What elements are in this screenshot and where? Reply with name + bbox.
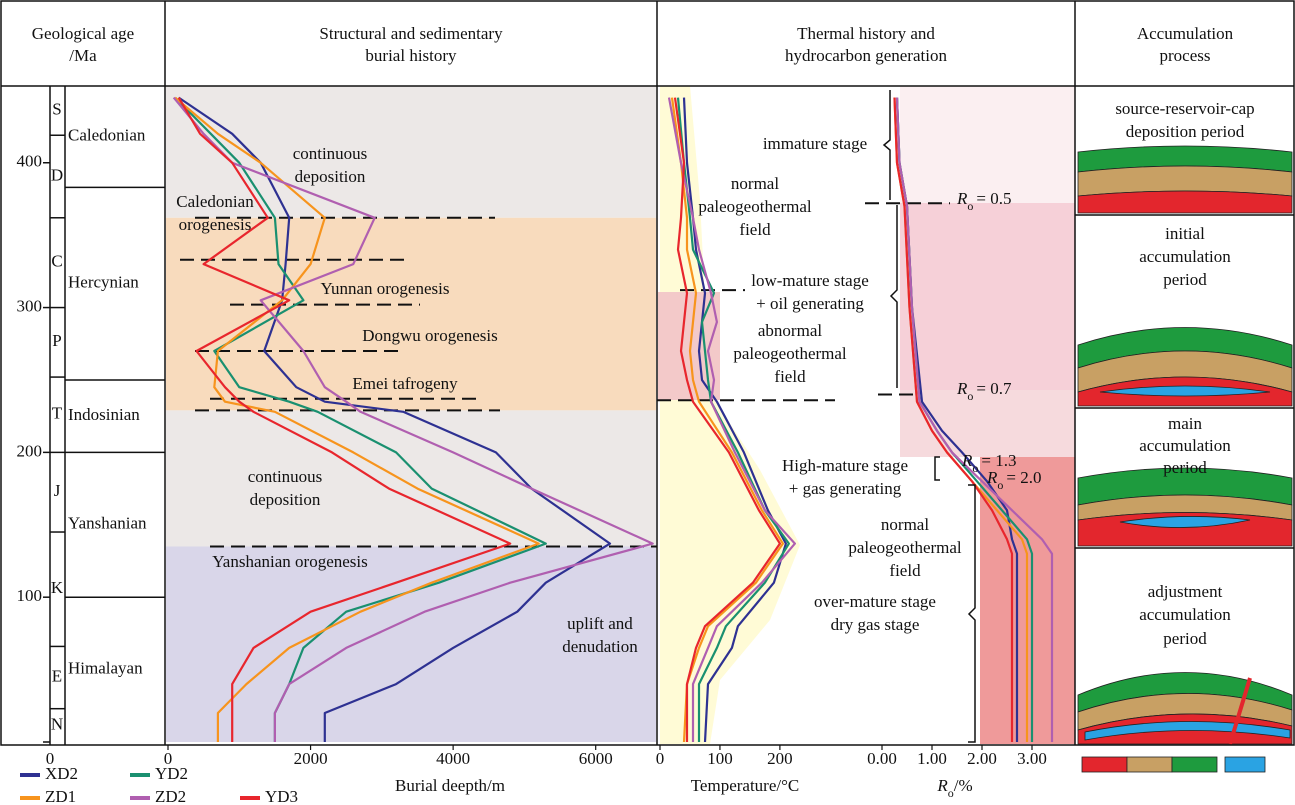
annotation: normal: [731, 174, 779, 193]
x-axis-label: Burial deepth/m: [395, 776, 505, 795]
figure: S D C P T J K E N Caledonian Hercynian Indosinian Ya…: [0, 0, 1295, 805]
period-label: T: [52, 404, 63, 423]
x-tick-label: 3.00: [1017, 749, 1047, 768]
panel-text: main: [1168, 414, 1202, 433]
legend-label: YD3: [265, 787, 298, 805]
panel-text: initial: [1165, 224, 1205, 243]
annotation: High-mature stage: [782, 456, 908, 475]
annotation: denudation: [562, 637, 638, 656]
panel-text: period: [1163, 458, 1207, 477]
header-text: Thermal history and: [797, 24, 935, 43]
header-text: burial history: [365, 46, 457, 65]
header-text: Geological age: [32, 24, 134, 43]
cycle-label: Caledonian: [68, 126, 146, 145]
ro-symbol: R: [956, 379, 968, 398]
ro-rest: = 2.0: [1006, 468, 1041, 487]
period-label: C: [51, 252, 62, 271]
period-label: N: [51, 714, 63, 733]
x-tick-label: 4000: [436, 749, 470, 768]
ro-subscript: o: [972, 461, 978, 475]
annotation: Caledonian: [176, 192, 254, 211]
annotation: orogenesis: [179, 215, 252, 234]
annotation: Dongwu orogenesis: [362, 326, 498, 345]
panel-text: accumulation: [1139, 436, 1231, 455]
period-label: E: [52, 666, 62, 685]
legend-label: YD2: [155, 764, 188, 783]
annotation: + oil generating: [756, 294, 864, 313]
annotation: field: [774, 367, 806, 386]
annotation: normal: [881, 515, 929, 534]
panel-text: period: [1163, 270, 1207, 289]
period-label: D: [51, 165, 63, 184]
annotation: abnormal: [758, 321, 822, 340]
header-text: /Ma: [69, 46, 97, 65]
annotation: paleogeothermal: [698, 197, 812, 216]
annotation: deposition: [250, 490, 321, 509]
x-tick-label: 2.00: [967, 749, 997, 768]
annotation: paleogeothermal: [848, 538, 962, 557]
y-tick-label: 100: [17, 586, 43, 605]
panel-text: period: [1163, 629, 1207, 648]
annotation: dry gas stage: [831, 615, 920, 634]
ro-symbol: R: [961, 451, 973, 470]
annotation: continuous: [248, 467, 323, 486]
ro-symbol: R: [936, 776, 948, 795]
period-band: [166, 410, 656, 546]
annotation: Yunnan orogenesis: [321, 279, 450, 298]
annotation: field: [889, 561, 921, 580]
panel-text: source-reservoir-cap: [1115, 99, 1254, 118]
panel-text: deposition period: [1126, 122, 1245, 141]
annotation: uplift and: [567, 614, 633, 633]
x-tick-label: 0.00: [867, 749, 897, 768]
x-tick-label: 2000: [294, 749, 328, 768]
x-tick-label: 100: [707, 749, 733, 768]
ro-rest: = 0.5: [976, 189, 1011, 208]
legend-label: ZD1: [45, 787, 76, 805]
annotation: over-mature stage: [814, 592, 936, 611]
cycle-label: Himalayan: [68, 659, 143, 678]
period-label: P: [52, 331, 61, 350]
annotation: + gas generating: [789, 479, 902, 498]
ro-subscript: o: [967, 389, 973, 403]
cycle-label: Yanshanian: [68, 514, 147, 533]
cycle-label: Indosinian: [68, 405, 140, 424]
annotation: low-mature stage: [751, 271, 869, 290]
ro-symbol: R: [956, 189, 968, 208]
y-tick-label: 200: [17, 441, 43, 460]
annotation: continuous: [293, 144, 368, 163]
period-label: S: [52, 100, 61, 119]
legend-label: ZD2: [155, 787, 186, 805]
x-axis-label: Temperature/°C: [691, 776, 800, 795]
legend-label: XD2: [45, 764, 78, 783]
y-tick-label: 300: [17, 296, 43, 315]
header-text: process: [1160, 46, 1211, 65]
header-text: Structural and sedimentary: [319, 24, 503, 43]
header-text: hydrocarbon generation: [785, 46, 947, 65]
y-tick-label: 400: [17, 152, 43, 171]
annotation: field: [739, 220, 771, 239]
ro-unit: /%: [954, 776, 973, 795]
panel-text: adjustment: [1148, 582, 1223, 601]
period-label: J: [54, 481, 61, 500]
ro-rest: = 0.7: [976, 379, 1012, 398]
header-text: Accumulation: [1137, 24, 1234, 43]
x-tick-label: 200: [767, 749, 793, 768]
x-tick-label: 0: [656, 749, 665, 768]
annotation: paleogeothermal: [733, 344, 847, 363]
period-label: K: [51, 578, 64, 597]
cycle-label: Hercynian: [68, 273, 139, 292]
x-tick-label: 1.00: [917, 749, 947, 768]
ro-symbol: R: [986, 468, 998, 487]
panel-text: accumulation: [1139, 605, 1231, 624]
annotation: Yanshanian orogenesis: [212, 552, 368, 571]
x-tick-label: 6000: [579, 749, 613, 768]
annotation: immature stage: [763, 134, 867, 153]
annotation: deposition: [295, 167, 366, 186]
panel-text: accumulation: [1139, 247, 1231, 266]
ro-subscript: o: [967, 199, 973, 213]
annotation: Emei tafrogeny: [352, 374, 458, 393]
ro-subscript: o: [997, 478, 1003, 492]
